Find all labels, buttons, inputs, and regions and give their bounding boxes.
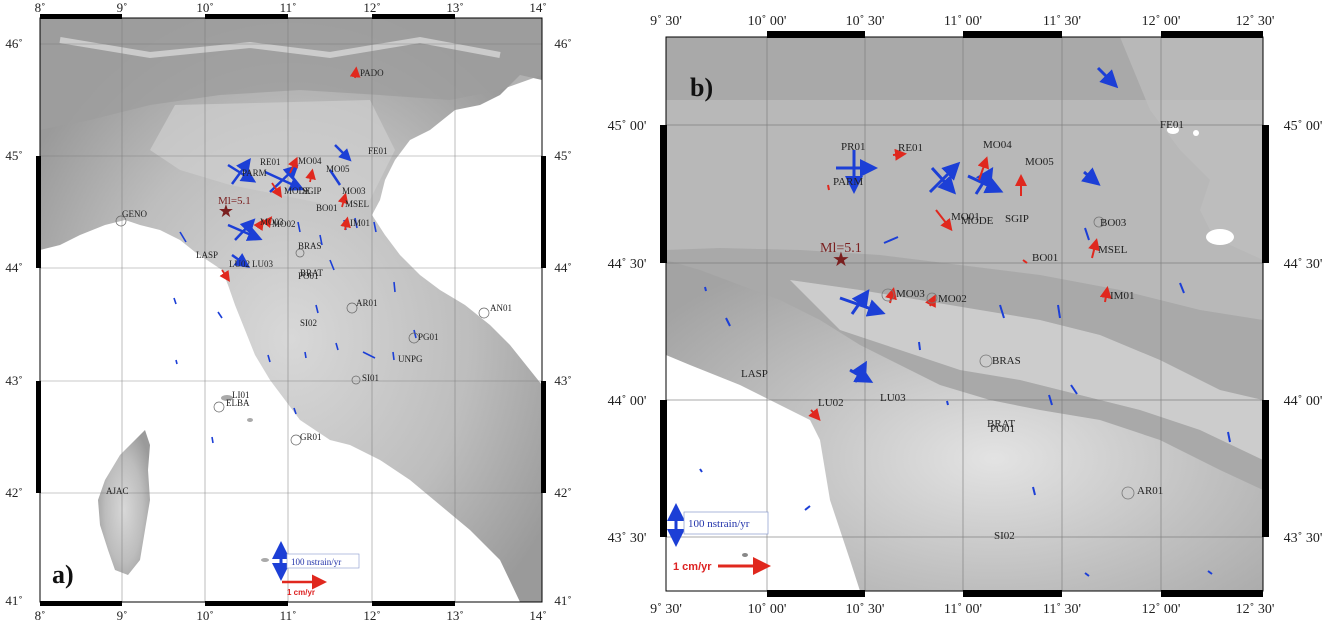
land-corsica: [98, 430, 150, 575]
land-italy: [40, 18, 542, 602]
event-star-b: ★: [832, 249, 850, 271]
panel-b-map: ★: [660, 31, 1269, 597]
event-star-a: ★: [218, 201, 234, 221]
panel-a-map: ★: [36, 14, 546, 606]
